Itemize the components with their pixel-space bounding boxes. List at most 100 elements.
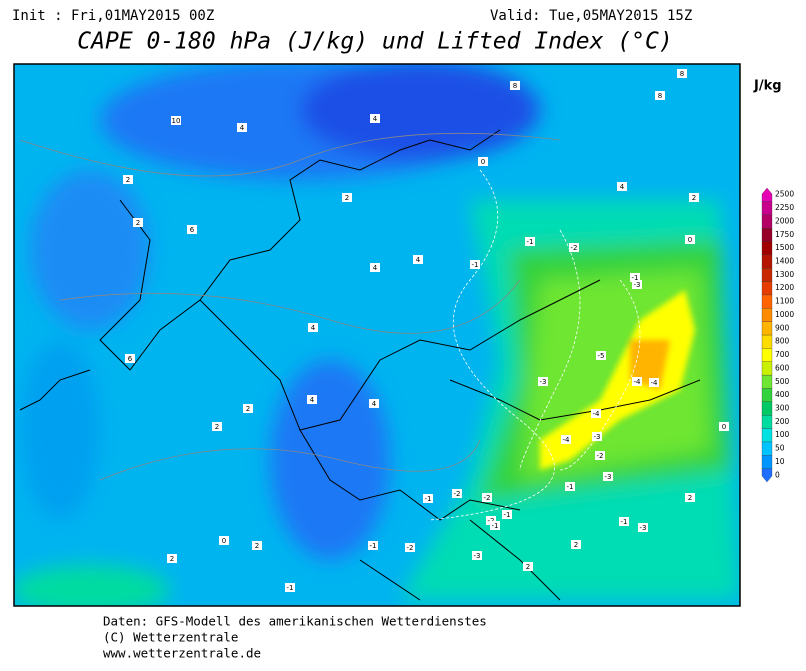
- map-frame: [13, 63, 741, 607]
- contour-label-box: [187, 225, 197, 234]
- colorbar-label: 0: [775, 470, 780, 479]
- contour-label: -1: [287, 584, 294, 592]
- colorbar-segment: [761, 468, 773, 483]
- colorbar-label: 400: [775, 390, 790, 399]
- colorbar-label: 1200: [775, 283, 794, 292]
- contour-label: 2: [136, 219, 140, 227]
- contour-label-box: [632, 377, 642, 386]
- contour-label-box: [619, 517, 629, 526]
- contour-label: 2: [255, 542, 259, 550]
- contour-label-box: [405, 543, 415, 552]
- colorbar-segment: [761, 334, 773, 349]
- contour-label: 4: [416, 256, 421, 264]
- contour-label: -1: [492, 522, 499, 530]
- colorbar-label: 900: [775, 323, 790, 332]
- contour-label: -3: [640, 524, 647, 532]
- colorbar-label: 2500: [775, 190, 794, 199]
- contour-label: 2: [246, 405, 250, 413]
- contour-label: 4: [373, 264, 378, 272]
- colorbar-label: 2000: [775, 216, 794, 225]
- contour-label: -5: [598, 352, 605, 360]
- contour-label-box: [502, 510, 512, 519]
- contour-label: -3: [634, 281, 641, 289]
- contour-label-box: [565, 482, 575, 491]
- contour-label-box: [413, 255, 423, 264]
- colorbar-segment: [761, 374, 773, 389]
- isolines: [19, 132, 561, 481]
- contour-label-box: [592, 432, 602, 441]
- map-title: CAPE 0-180 hPa (J/kg) und Lifted Index (…: [77, 29, 672, 55]
- contour-label-box: [510, 81, 520, 90]
- contour-label-box: [285, 583, 295, 592]
- contour-label: 0: [222, 537, 226, 545]
- colorbar-label: 2250: [775, 203, 794, 212]
- contour-label: -4: [563, 436, 571, 444]
- contour-label-box: [212, 422, 222, 431]
- colorbar-label: 500: [775, 377, 790, 386]
- contour-label-box: [525, 237, 535, 246]
- contour-label-box: [685, 493, 695, 502]
- contour-label-box: [369, 399, 379, 408]
- contour-label: 4: [311, 324, 316, 332]
- valid-time: Valid: Tue,05MAY2015 15Z: [490, 8, 692, 24]
- colorbar-label: 600: [775, 363, 790, 372]
- colorbar-segment: [761, 294, 773, 309]
- contour-label-box: [307, 395, 317, 404]
- contour-label: -1: [632, 274, 639, 282]
- contour-label: 2: [688, 494, 692, 502]
- contour-label: -1: [370, 542, 377, 550]
- colorbar-label: 1100: [775, 297, 794, 306]
- contour-label-box: [595, 451, 605, 460]
- contour-label: -3: [540, 378, 547, 386]
- contour-label: 2: [215, 423, 219, 431]
- contour-label-box: [719, 422, 729, 431]
- colorbar-segment: [761, 201, 773, 215]
- contour-label-box: [171, 116, 181, 125]
- colorbar-label: 1000: [775, 310, 794, 319]
- colorbar-segment: [761, 388, 773, 402]
- colorbar: 0 10 50 100 200 300 400 500 600 700 800 900 1000 1100…: [761, 187, 794, 483]
- colorbar-label: 700: [775, 350, 790, 359]
- colorbar-label: 50: [775, 444, 785, 453]
- colorbar-segment: [761, 281, 773, 296]
- contour-label-box: [237, 123, 247, 132]
- colorbar-segment: [761, 441, 773, 456]
- colorbar-segment: [761, 227, 773, 242]
- contour-label-box: [571, 540, 581, 549]
- contour-label-box: [167, 554, 177, 563]
- contour-label-box: [617, 182, 627, 191]
- colorbar-segment: [761, 361, 773, 376]
- colorbar-unit: J/kg: [753, 79, 782, 94]
- contour-label: -3: [474, 552, 481, 560]
- contour-label: 2: [574, 541, 578, 549]
- colorbar-label: 1500: [775, 243, 794, 252]
- contour-label-box: [470, 260, 480, 269]
- colorbar-label: 300: [775, 404, 790, 413]
- contour-label-box: [596, 351, 606, 360]
- contour-label-box: [689, 193, 699, 202]
- colorbar-label: 1300: [775, 270, 794, 279]
- contour-label: 4: [240, 124, 245, 132]
- contour-label: -4: [593, 410, 601, 418]
- contour-label: 4: [310, 396, 315, 404]
- contour-label: 8: [513, 82, 517, 90]
- contour-label-box: [423, 494, 433, 503]
- contour-label: -1: [472, 261, 479, 269]
- contour-label-box: [472, 551, 482, 560]
- contour-label-box: [561, 435, 571, 444]
- contour-label-box: [482, 493, 492, 502]
- colorbar-segment: [761, 428, 773, 443]
- contour-label-box: [490, 521, 500, 530]
- contour-label-box: [486, 516, 496, 525]
- footer-line: (C) Wetterzentrale: [103, 630, 238, 645]
- contour-label-box: [569, 243, 579, 252]
- contour-label-box: [677, 69, 687, 78]
- contour-label: -3: [605, 473, 612, 481]
- contour-label: -1: [425, 495, 432, 503]
- contour-label-box: [630, 273, 640, 282]
- footer-line: Daten: GFS-Modell des amerikanischen Wet…: [103, 614, 487, 629]
- contour-label: -4: [651, 379, 659, 387]
